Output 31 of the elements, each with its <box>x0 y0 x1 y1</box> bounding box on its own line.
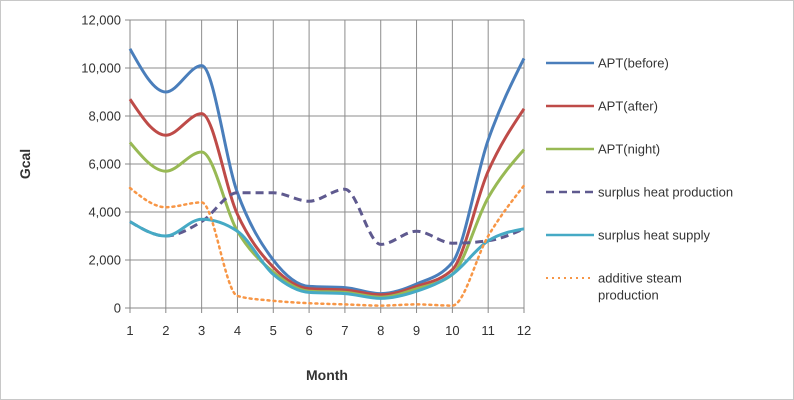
y-tick-label: 2,000 <box>88 252 121 268</box>
y-tick-label: 10,000 <box>81 60 121 76</box>
x-tick-label: 7 <box>341 323 349 338</box>
y-tick-label: 4,000 <box>88 204 121 220</box>
line-series <box>128 218 526 300</box>
x-tick-label: 12 <box>516 323 532 338</box>
legend-label: additive steam production <box>598 270 682 302</box>
legend-label: surplus heat production <box>598 184 734 200</box>
x-tick-label: 1 <box>126 323 134 338</box>
y-tick-label: 6,000 <box>88 156 121 172</box>
line-series <box>128 47 526 296</box>
x-tick-label: 6 <box>305 323 313 338</box>
legend-label: surplus heat supply <box>598 228 711 243</box>
y-axis-title: Gcal <box>17 148 33 180</box>
x-tick-label: 9 <box>412 323 420 338</box>
x-tick-label: 11 <box>481 323 495 338</box>
x-tick-label: 8 <box>377 323 384 338</box>
x-tick-label: 5 <box>270 323 277 338</box>
x-tick-label: 2 <box>162 323 170 338</box>
x-axis-title: Month <box>306 367 348 383</box>
legend-label: APT(after) <box>598 98 658 114</box>
line-series <box>128 98 526 296</box>
x-tick-label: 10 <box>445 323 460 338</box>
x-tick-label: 3 <box>198 323 206 338</box>
line-series <box>128 184 526 307</box>
legend-label: APT(before) <box>598 56 669 71</box>
legend-label: APT(night) <box>598 142 660 157</box>
x-tick-label: 4 <box>234 323 242 338</box>
y-tick-label: 8,000 <box>88 108 121 124</box>
y-tick-label: 12,000 <box>81 12 121 28</box>
y-tick-label: 0 <box>114 300 121 316</box>
